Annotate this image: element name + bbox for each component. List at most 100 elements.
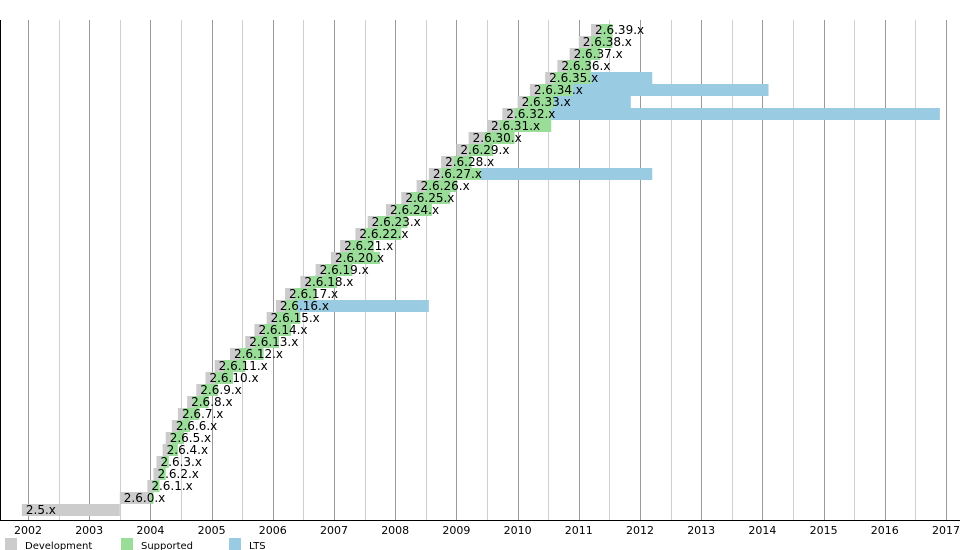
development-bar xyxy=(355,228,365,240)
release-row xyxy=(245,336,279,348)
development-bar xyxy=(340,240,350,252)
development-bar xyxy=(416,180,426,192)
supported-bar xyxy=(600,24,613,36)
supported-bar xyxy=(214,372,234,384)
release-version-label: 2.6.9.x xyxy=(200,383,241,397)
supported-bar xyxy=(153,480,160,492)
release-row xyxy=(416,180,457,192)
release-version-label: 2.6.29.x xyxy=(460,143,509,157)
legend-item: Supported xyxy=(121,538,193,550)
development-bar xyxy=(545,72,555,84)
release-row xyxy=(21,504,120,516)
development-bar xyxy=(147,480,154,492)
supported-bar xyxy=(499,120,552,132)
supported-bar xyxy=(483,132,515,144)
development-bar xyxy=(557,60,567,72)
release-row xyxy=(229,348,264,360)
release-row xyxy=(340,240,374,252)
release-row xyxy=(591,24,613,36)
release-version-label: 2.6.20.x xyxy=(335,251,384,265)
supported-bar xyxy=(202,384,218,396)
release-row xyxy=(147,480,160,492)
release-row xyxy=(285,288,316,300)
release-version-label: 2.6.7.x xyxy=(182,407,223,421)
x-tick-label: 2006 xyxy=(259,524,287,537)
release-version-label: 2.6.12.x xyxy=(234,347,283,361)
legend-swatch xyxy=(229,538,241,550)
development-bar xyxy=(245,336,255,348)
development-bar xyxy=(456,144,469,156)
release-version-label: 2.6.16.x xyxy=(280,299,329,313)
release-row xyxy=(386,204,432,216)
supported-bar xyxy=(410,192,451,204)
supported-bar xyxy=(162,456,169,468)
release-version-label: 2.6.26.x xyxy=(421,179,470,193)
release-version-label: 2.6.39.x xyxy=(595,23,644,37)
release-row xyxy=(315,264,353,276)
release-row xyxy=(502,108,940,120)
release-row xyxy=(557,60,592,72)
legend-label: Development xyxy=(25,541,92,550)
release-row xyxy=(545,72,653,84)
supported-bar xyxy=(159,468,166,480)
development-bar xyxy=(156,456,163,468)
release-version-label: 2.6.24.x xyxy=(390,203,439,217)
release-row xyxy=(196,384,218,396)
release-version-label: 2.6.32.x xyxy=(506,107,555,121)
x-tick-label: 2009 xyxy=(442,524,470,537)
supported-bar xyxy=(539,84,573,96)
lts-bar xyxy=(591,72,653,84)
x-tick-label: 2015 xyxy=(810,524,838,537)
supported-bar xyxy=(239,348,264,360)
x-tick-label: 2003 xyxy=(75,524,103,537)
development-bar xyxy=(196,384,203,396)
release-version-label: 2.5.x xyxy=(26,503,56,517)
labels-layer: 2.5.x 2.6.0.x2.6.1.x2.6.2.x2.6.3.x2.6.4.x… xyxy=(26,23,644,517)
release-version-label: 2.6.22.x xyxy=(359,227,408,241)
lts-bar xyxy=(551,108,940,120)
release-version-label: 2.6.0.x xyxy=(124,491,165,505)
supported-bar xyxy=(566,60,592,72)
development-bar xyxy=(487,120,500,132)
release-version-label: 2.6.37.x xyxy=(574,47,623,61)
x-tick-label: 2008 xyxy=(381,524,409,537)
development-bar xyxy=(569,48,579,60)
x-tick-label: 2007 xyxy=(320,524,348,537)
x-tick-label: 2016 xyxy=(871,524,899,537)
supported-bar xyxy=(309,276,338,288)
development-bar xyxy=(441,156,454,168)
supported-bar xyxy=(254,336,279,348)
release-row xyxy=(266,312,301,324)
development-bar xyxy=(171,420,178,432)
x-tick-label: 2005 xyxy=(198,524,226,537)
release-row xyxy=(401,192,451,204)
lts-bar xyxy=(554,96,631,108)
development-bar xyxy=(21,504,120,516)
development-bar xyxy=(162,444,169,456)
release-version-label: 2.6.6.x xyxy=(176,419,217,433)
release-version-label: 2.6.10.x xyxy=(209,371,258,385)
release-version-label: 2.6.3.x xyxy=(161,455,202,469)
x-tick-label: 2017 xyxy=(932,524,960,537)
release-version-label: 2.6.1.x xyxy=(151,479,192,493)
supported-bar xyxy=(168,444,178,456)
release-row xyxy=(330,252,380,264)
supported-bar xyxy=(376,216,408,228)
supported-bar xyxy=(349,240,374,252)
supported-bar xyxy=(591,36,613,48)
release-version-label: 2.6.25.x xyxy=(405,191,454,205)
release-version-label: 2.6.36.x xyxy=(561,59,610,73)
supported-bar xyxy=(150,492,154,504)
supported-bar xyxy=(184,408,200,420)
supported-bar xyxy=(441,168,481,180)
development-bar xyxy=(266,312,276,324)
legend-swatch xyxy=(121,538,133,550)
development-bar xyxy=(428,168,442,180)
legend: Development Supported LTS xyxy=(5,538,266,550)
legend-label: Supported xyxy=(141,541,193,550)
development-bar xyxy=(119,492,151,504)
x-tick-label: 2011 xyxy=(565,524,593,537)
supported-bar xyxy=(324,264,353,276)
release-row xyxy=(578,36,613,48)
release-row xyxy=(275,300,429,312)
